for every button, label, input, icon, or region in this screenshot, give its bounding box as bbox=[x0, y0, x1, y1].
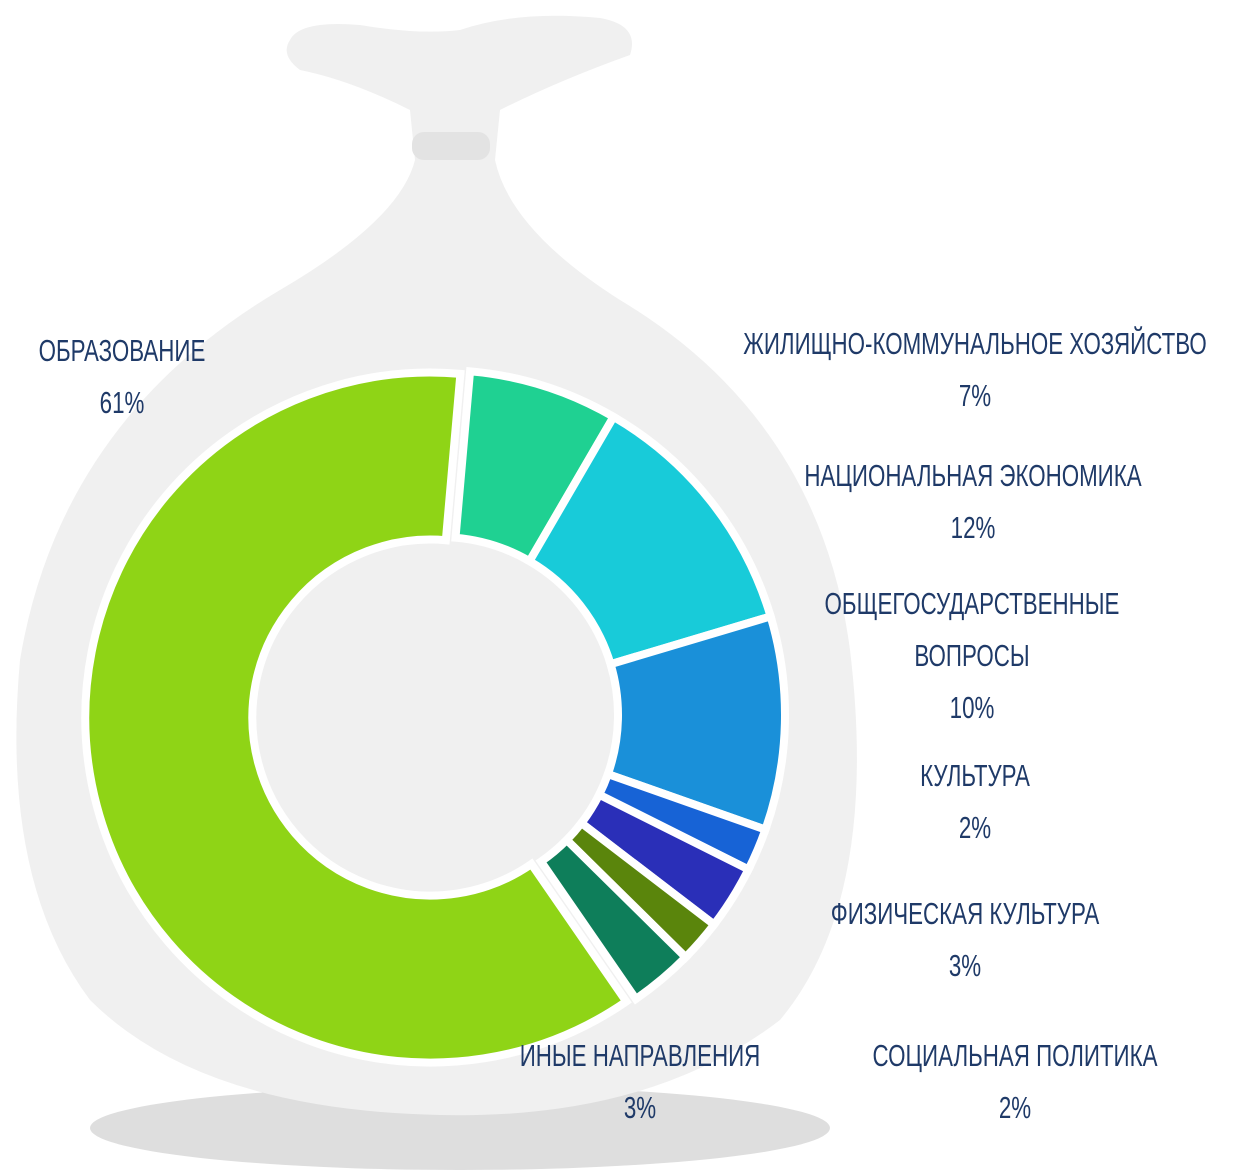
category-label: ЖИЛИЩНО-КОММУНАЛЬНОЕ ХОЗЯЙСТВО bbox=[743, 326, 1207, 361]
value-label: 2% bbox=[958, 810, 992, 845]
category-label: ОБРАЗОВАНИЕ bbox=[38, 333, 206, 368]
bag-tie bbox=[412, 132, 490, 160]
data-label: КУЛЬТУРА 2% bbox=[920, 750, 1030, 854]
value-label: 61% bbox=[99, 385, 145, 420]
value-label: 12% bbox=[950, 510, 996, 545]
data-label: ОБРАЗОВАНИЕ 61% bbox=[39, 325, 206, 429]
category-label: КУЛЬТУРА bbox=[920, 758, 1030, 793]
value-label: 10% bbox=[949, 690, 995, 725]
category-label: ОБЩЕГОСУДАРСТВЕННЫЕ ВОПРОСЫ bbox=[824, 586, 1120, 673]
value-label: 3% bbox=[623, 1090, 657, 1125]
donut-segment bbox=[81, 368, 632, 1067]
data-label: ЖИЛИЩНО-КОММУНАЛЬНОЕ ХОЗЯЙСТВО 7% bbox=[743, 318, 1206, 422]
category-label: ИНЫЕ НАПРАВЛЕНИЯ bbox=[519, 1038, 761, 1073]
value-label: 7% bbox=[958, 378, 992, 413]
bag-shadow bbox=[90, 1086, 830, 1170]
category-label: НАЦИОНАЛЬНАЯ ЭКОНОМИКА bbox=[804, 458, 1142, 493]
category-label: ФИЗИЧЕСКАЯ КУЛЬТУРА bbox=[830, 896, 1100, 931]
data-label: НАЦИОНАЛЬНАЯ ЭКОНОМИКА 12% bbox=[804, 450, 1141, 554]
category-label: СОЦИАЛЬНАЯ ПОЛИТИКА bbox=[872, 1038, 1158, 1073]
data-label: СОЦИАЛЬНАЯ ПОЛИТИКА 2% bbox=[873, 1030, 1158, 1134]
data-label: ОБЩЕГОСУДАРСТВЕННЫЕ ВОПРОСЫ 10% bbox=[821, 578, 1123, 734]
value-label: 2% bbox=[998, 1090, 1032, 1125]
donut-segment bbox=[535, 834, 692, 1005]
data-label: ФИЗИЧЕСКАЯ КУЛЬТУРА 3% bbox=[831, 888, 1099, 992]
data-label: ИНЫЕ НАПРАВЛЕНИЯ 3% bbox=[520, 1030, 761, 1134]
value-label: 3% bbox=[948, 948, 982, 983]
